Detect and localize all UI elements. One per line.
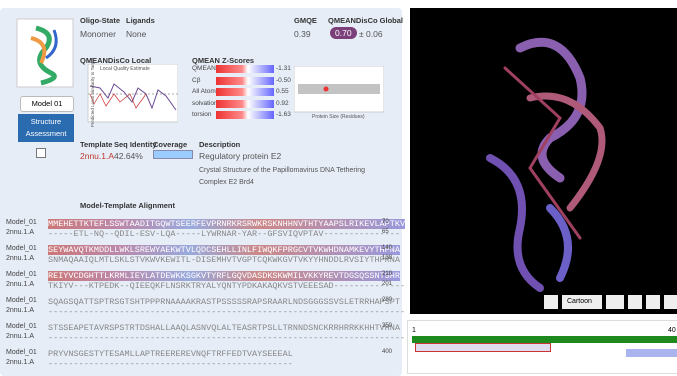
row-end: 280 [382,297,392,303]
local-y-label: Predicted Local Similarity to Target [90,58,95,127]
zscore-value: 0.55 [276,88,289,95]
description-label: Description [199,140,240,149]
oligo-value: Monomer [80,29,116,39]
row-name: 2nnu.1.A [6,359,34,366]
zscore-value: -0.50 [276,77,291,84]
sequence: STSSEAPETAVRSPSTRTDSHALLAAQLASNVQLALTEAS… [48,323,400,333]
row-name: Model_01 [6,271,37,278]
viewer[interactable] [410,8,677,314]
zscore-name: QMEAN [192,65,216,72]
description-details: Crystal Structure of the Papillomavirus … [199,165,369,189]
qmean-global-label: QMEANDisCo Global [328,16,403,25]
gmqe-label: GMQE [294,16,317,25]
zscores-title: QMEAN Z-Scores [192,56,254,65]
sequence: TKIYV---KTPEDK--QIEEQKFLNSRKTRYALYQNTYPD… [48,281,405,291]
sequence-bar [412,336,677,343]
sequence: -----ETL-NQ--QDIL-ESV-LQA-----LYWRNAR-YA… [48,229,400,239]
alignment-title: Model-Template Alignment [80,201,175,210]
coverage-bar [153,150,193,159]
identity-label: Seq Identity [114,140,157,149]
sequence: MMEHETTKTEFLSSWTAADITGQWTSEERFEVPRNRKRSR… [48,219,405,229]
domain-bar [626,349,677,357]
zscore-value: -1.63 [276,111,291,118]
sequence: REIYVCDGHTTLKRMLIEYLATDEWKKSGKVTYRFLGQVD… [48,271,400,281]
sequence: SEYWAVQTKMDDLLWKLSREWYAEKWTVLQDCSEHLLINL… [48,245,400,255]
coverage-label: Coverage [153,140,187,149]
identity-value: 42.64% [114,151,143,161]
template-label: Template [80,140,112,149]
page: Oligo-State Ligands Monomer None GMQE QM… [0,0,677,376]
row-end: 201 [382,281,392,287]
zscore-bar [216,88,274,96]
sequence: ----------------------------------------… [48,359,293,369]
description: Regulatory protein E2 [199,151,281,161]
sequence: SQAGSQATTSPTRSGTSHTPPPRNAAAAKRASTPSSSSSR… [48,297,400,307]
zscore-name: All Atom [192,88,216,95]
local-plot-title: Local Quality Estimate [100,66,150,72]
zscore-value: -1.31 [276,65,291,72]
row-end: 350 [382,323,392,329]
zscore-bar [216,77,274,85]
zscore-name: solvation [192,100,218,107]
row-name: 2nnu.1.A [6,307,34,314]
ligands-value: None [126,29,146,39]
zscore-name: torsion [192,111,212,118]
zscore-bar [216,100,274,108]
row-name: Model_01 [6,297,37,304]
row-name: Model_01 [6,245,37,252]
row-name: Model_01 [6,219,37,226]
zscore-bar [216,111,274,119]
row-end: 65 [382,229,389,235]
sequence: SNMAQAAIQLMTLSKLSTVKWVKEWITL-DISEMHVTVGP… [48,255,400,265]
row-name: 2nnu.1.A [6,333,34,340]
size-plot [294,66,384,114]
gmqe-value: 0.39 [294,29,311,39]
row-end: 210 [382,271,392,277]
row-end: 70 [382,219,389,225]
template-id[interactable]: 2nnu.1.A [80,151,114,161]
template-bar [415,343,551,352]
sequence: ----------------------------------------… [48,333,405,343]
size-plot-label: Protein Size (Residues) [312,114,365,120]
ligands-label: Ligands [126,16,155,25]
row-name: 2nnu.1.A [6,255,34,262]
checkbox[interactable] [36,148,46,158]
model-dropdown[interactable]: Model 01 [20,96,74,112]
coverage-start: 1 [412,327,416,334]
coverage-end: 40 [668,327,676,334]
thumbnail [16,18,74,88]
sequence: ----------------------------------------… [48,307,405,317]
qmean-global-error: ± 0.06 [359,29,383,39]
zscore-value: 0.92 [276,100,289,107]
row-name: Model_01 [6,349,37,356]
zscore-bar [216,65,274,73]
row-end: 140 [382,245,392,251]
row-name: 2nnu.1.A [6,281,34,288]
assessment-button[interactable]: Structure Assessment [18,114,74,142]
zscore-name: Cβ [192,77,200,84]
sequence: PRYVNSGESTYTESAMLLAPTREEREREVNQFTRFFEDTV… [48,349,293,359]
qmean-global-value: 0.70 [330,27,357,39]
row-name: 2nnu.1.A [6,229,34,236]
row-end: 138 [382,255,392,261]
style-button[interactable]: Cartoon [567,298,592,305]
row-end: 400 [382,349,392,355]
row-name: Model_01 [6,323,37,330]
oligo-label: Oligo-State [80,16,120,25]
